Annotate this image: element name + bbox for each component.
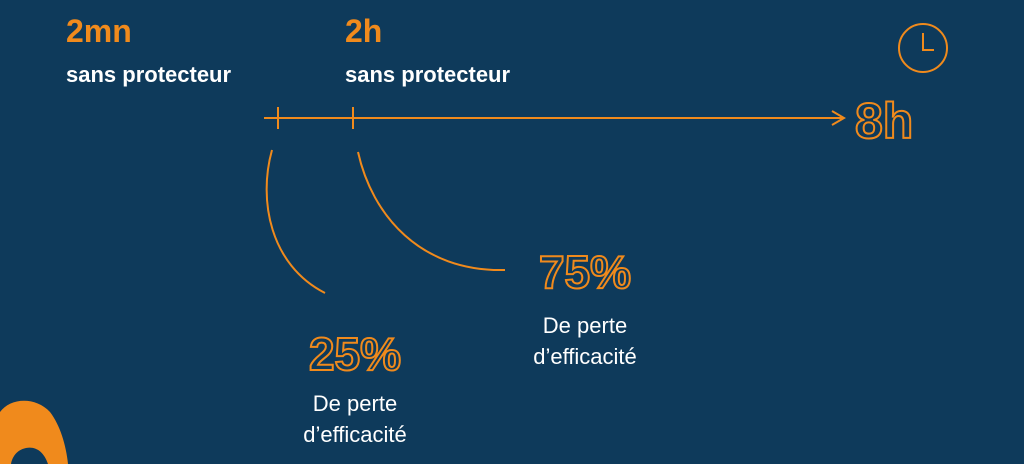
milestone-label: sans protecteur <box>345 62 510 87</box>
loss-text: d’efficacité <box>533 344 637 369</box>
decoration <box>0 400 68 464</box>
loss-value: 75% <box>539 246 631 298</box>
clock-icon <box>898 23 948 73</box>
milestone-time: 2mn <box>66 13 132 49</box>
loss-text: De perte <box>543 313 627 338</box>
milestone-label: sans protecteur <box>66 62 231 87</box>
loss-text: De perte <box>313 391 397 416</box>
end-time: 8h <box>855 93 913 149</box>
timeline <box>264 107 846 294</box>
milestone-time: 2h <box>345 13 382 49</box>
loss-value: 25% <box>309 328 401 380</box>
loss-text: d’efficacité <box>303 422 407 447</box>
